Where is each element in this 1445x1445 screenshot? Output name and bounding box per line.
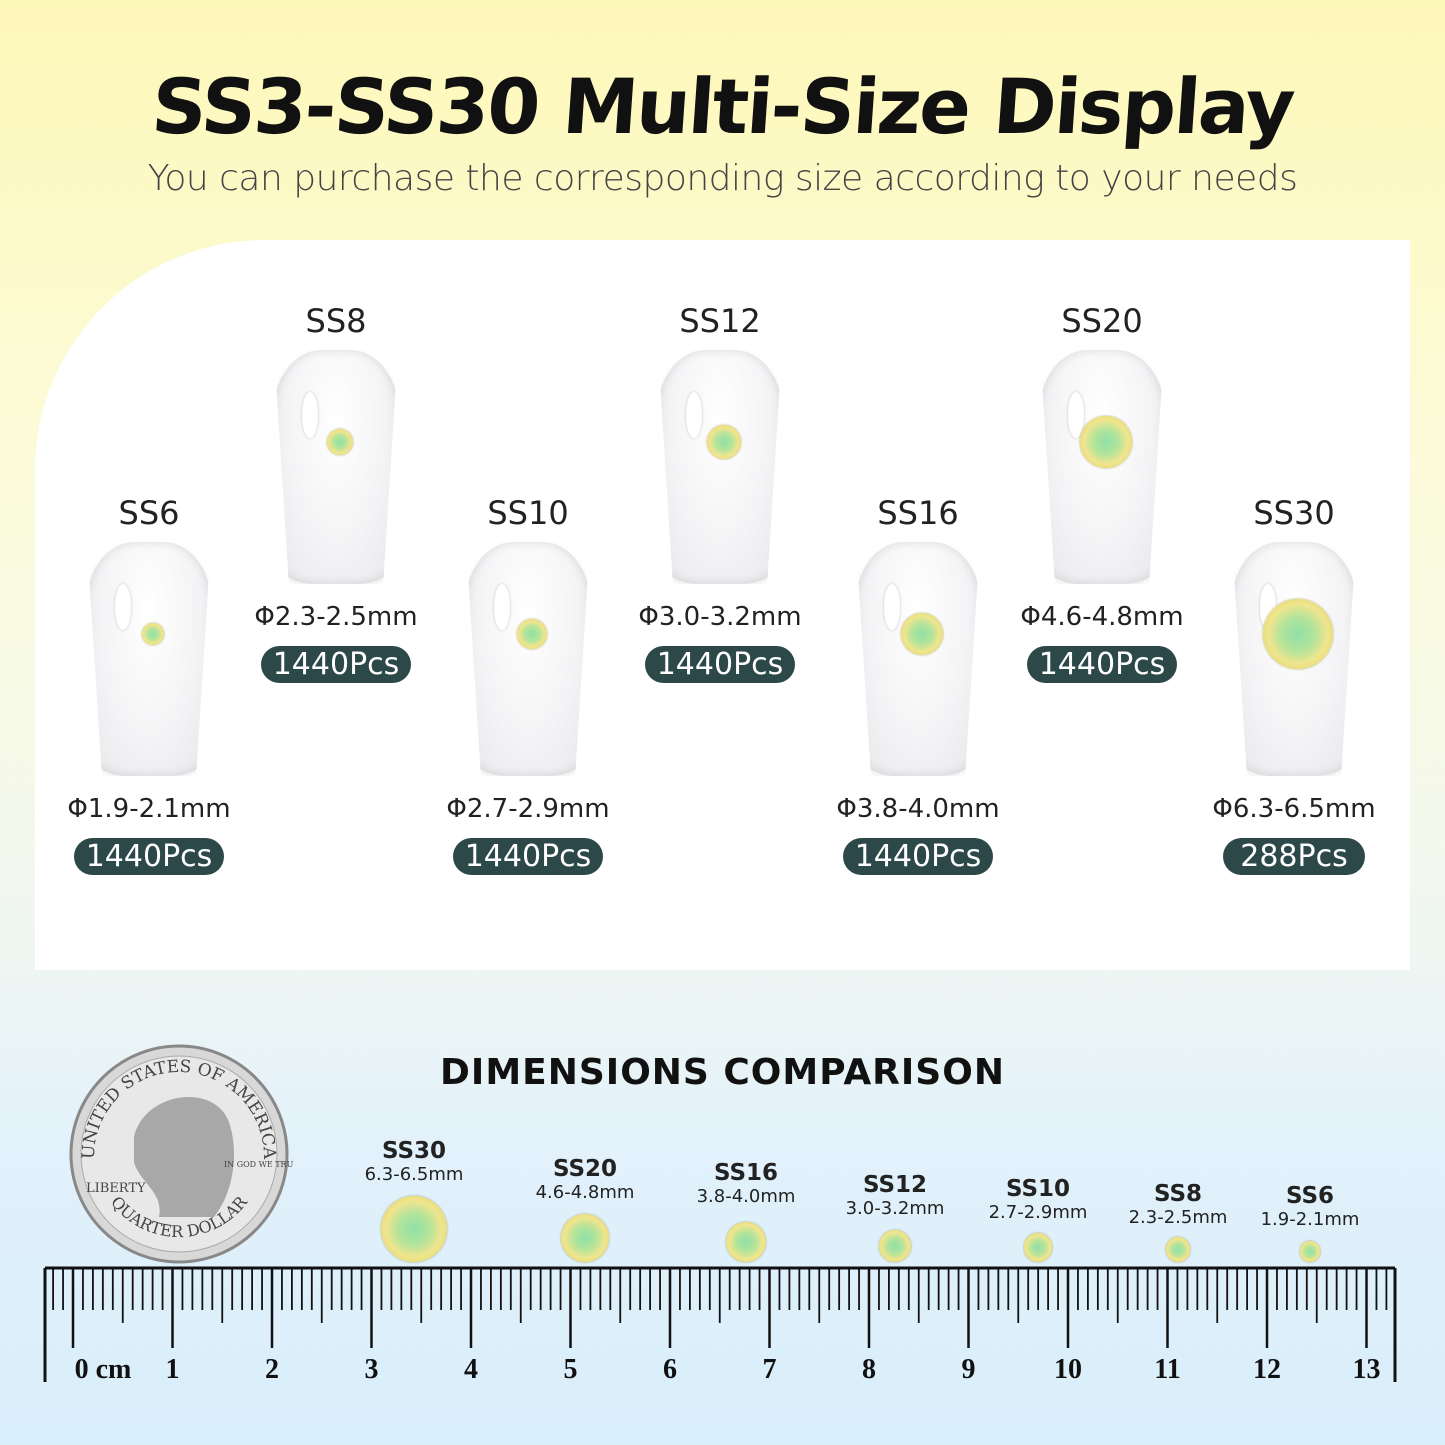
ruler-label: 12 xyxy=(1253,1354,1281,1385)
coin-liberty-text: LIBERTY xyxy=(86,1181,146,1196)
ruler-label: 6 xyxy=(663,1354,677,1385)
size-label: SS30 xyxy=(1253,494,1335,532)
size-label: SS20 xyxy=(1061,302,1143,340)
comparison-rhinestone xyxy=(1165,1237,1191,1262)
size-label: SS10 xyxy=(487,494,569,532)
nail-tip-image xyxy=(658,350,782,584)
size-item-ss30: SS30 Φ6.3-6.5mm 288Pcs xyxy=(1194,494,1394,875)
rhinestone xyxy=(706,424,742,460)
size-label: SS6 xyxy=(118,494,180,532)
diameter-label: Φ4.6-4.8mm xyxy=(1020,602,1184,632)
comparison-item-ss16: SS16 3.8-4.0mm xyxy=(676,1160,816,1207)
size-item-ss6: SS6 Φ1.9-2.1mm 1440Pcs xyxy=(49,494,249,875)
diameter-label: Φ3.8-4.0mm xyxy=(836,794,1000,824)
nail-tip-image xyxy=(1232,542,1356,776)
size-item-ss20: SS20 Φ4.6-4.8mm 1440Pcs xyxy=(1002,302,1202,683)
rhinestone xyxy=(1262,598,1334,670)
size-label: SS16 xyxy=(877,494,959,532)
nail-shine xyxy=(1068,392,1084,438)
comparison-title: DIMENSIONS COMPARISON xyxy=(440,1052,1005,1093)
comparison-range: 1.9-2.1mm xyxy=(1260,1209,1360,1230)
ruler-label: 11 xyxy=(1154,1354,1180,1385)
count-badge: 1440Pcs xyxy=(73,838,225,875)
comparison-rhinestone xyxy=(381,1196,447,1262)
comparison-range: 2.7-2.9mm xyxy=(988,1202,1088,1223)
comparison-item-ss6: SS6 1.9-2.1mm xyxy=(1240,1183,1380,1230)
comparison-size: SS8 xyxy=(1153,1181,1203,1207)
rhinestone xyxy=(142,623,164,645)
comparison-size: SS12 xyxy=(862,1172,928,1198)
comparison-rhinestone xyxy=(1299,1241,1321,1262)
nail-shine xyxy=(302,392,318,438)
count-badge: 288Pcs xyxy=(1223,838,1365,875)
diameter-label: Φ6.3-6.5mm xyxy=(1212,794,1376,824)
comparison-range: 3.8-4.0mm xyxy=(696,1186,796,1207)
count-badge: 1440Pcs xyxy=(644,646,796,683)
size-label: SS12 xyxy=(679,302,761,340)
rhinestone xyxy=(516,618,548,650)
ruler-label: 8 xyxy=(862,1354,876,1385)
nail-tip-image xyxy=(87,542,211,776)
comparison-item-ss10: SS10 2.7-2.9mm xyxy=(968,1176,1108,1223)
ruler-label: 7 xyxy=(763,1354,777,1385)
comparison-range: 3.0-3.2mm xyxy=(845,1198,945,1219)
comparison-rhinestone xyxy=(725,1221,767,1262)
nail-shine xyxy=(884,584,900,630)
comparison-rhinestone xyxy=(560,1213,610,1262)
comparison-size: SS10 xyxy=(1005,1176,1071,1202)
count-badge: 1440Pcs xyxy=(452,838,604,875)
count-badge: 1440Pcs xyxy=(260,646,412,683)
ruler-label: 0 cm xyxy=(75,1354,132,1385)
comparison-item-ss20: SS20 4.6-4.8mm xyxy=(515,1156,655,1203)
nail-shine xyxy=(494,584,510,630)
ruler-label: 10 xyxy=(1054,1354,1082,1385)
rhinestone xyxy=(326,428,354,456)
diameter-label: Φ2.7-2.9mm xyxy=(446,794,610,824)
page-title: SS3-SS30 Multi-Size Display xyxy=(148,62,1297,151)
nail-tip-image xyxy=(274,350,398,584)
diameter-label: Φ3.0-3.2mm xyxy=(638,602,802,632)
comparison-item-ss8: SS8 2.3-2.5mm xyxy=(1108,1181,1248,1228)
ruler-label: 9 xyxy=(962,1354,976,1385)
ruler-label: 4 xyxy=(464,1354,478,1385)
ruler-label: 13 xyxy=(1353,1354,1381,1385)
comparison-item-ss12: SS12 3.0-3.2mm xyxy=(825,1172,965,1219)
size-item-ss16: SS16 Φ3.8-4.0mm 1440Pcs xyxy=(818,494,1018,875)
ruler-label: 3 xyxy=(365,1354,379,1385)
diameter-label: Φ2.3-2.5mm xyxy=(254,602,418,632)
count-badge: 1440Pcs xyxy=(842,838,994,875)
size-label: SS8 xyxy=(305,302,367,340)
comparison-size: SS30 xyxy=(381,1138,447,1164)
page-subtitle: You can purchase the corresponding size … xyxy=(147,158,1298,199)
comparison-size: SS6 xyxy=(1285,1183,1335,1209)
size-item-ss10: SS10 Φ2.7-2.9mm 1440Pcs xyxy=(428,494,628,875)
ruler-label: 2 xyxy=(265,1354,279,1385)
comparison-rhinestone xyxy=(1023,1233,1053,1262)
ruler-label: 5 xyxy=(564,1354,578,1385)
comparison-size: SS16 xyxy=(713,1160,779,1186)
rhinestone xyxy=(900,612,944,656)
diameter-label: Φ1.9-2.1mm xyxy=(67,794,231,824)
size-item-ss12: SS12 Φ3.0-3.2mm 1440Pcs xyxy=(620,302,820,683)
nail-shine xyxy=(686,392,702,438)
ruler: 0 cm 1 2 3 4 5 6 7 8 9 10 11 12 13 xyxy=(43,1266,1397,1385)
comparison-item-ss30: SS30 6.3-6.5mm xyxy=(344,1138,484,1185)
nail-shine xyxy=(115,584,131,630)
size-item-ss8: SS8 Φ2.3-2.5mm 1440Pcs xyxy=(236,302,436,683)
comparison-size: SS20 xyxy=(552,1156,618,1182)
comparison-range: 2.3-2.5mm xyxy=(1128,1207,1228,1228)
ruler-label: 1 xyxy=(166,1354,180,1385)
coin-motto-text: IN GOD WE TRUST xyxy=(224,1160,294,1169)
quarter-coin-image: UNITED STATES OF AMERICA QUARTER DOLLAR … xyxy=(69,1044,294,1264)
rhinestone xyxy=(1080,416,1132,468)
comparison-range: 4.6-4.8mm xyxy=(535,1182,635,1203)
comparison-range: 6.3-6.5mm xyxy=(364,1164,464,1185)
nail-tip-image xyxy=(466,542,590,776)
nail-tip-image xyxy=(856,542,980,776)
nail-tip-image xyxy=(1040,350,1164,584)
count-badge: 1440Pcs xyxy=(1026,646,1178,683)
comparison-rhinestone xyxy=(879,1230,911,1262)
